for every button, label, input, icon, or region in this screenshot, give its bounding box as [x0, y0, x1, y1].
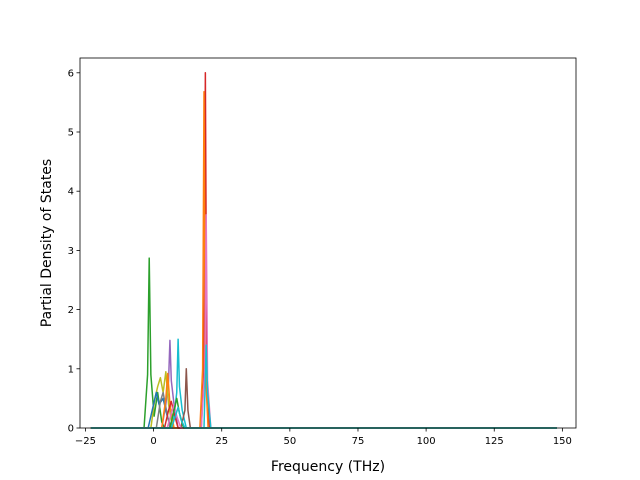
y-tick-label: 3 [68, 246, 74, 257]
plot-area [90, 72, 557, 429]
y-axis: 0 1 2 3 4 5 6 [68, 68, 80, 435]
x-tick-label: 125 [485, 436, 504, 447]
y-axis-label: Partial Density of States [39, 159, 55, 327]
x-axis: −25 0 25 50 75 100 125 150 [75, 428, 572, 447]
series-line-3 [90, 257, 557, 429]
series-line-0 [90, 72, 557, 429]
x-tick-label: 100 [417, 436, 436, 447]
x-axis-label: Frequency (THz) [271, 459, 385, 475]
x-tick-label: −25 [75, 436, 96, 447]
series-line-8 [90, 391, 557, 429]
y-tick-label: 0 [68, 424, 74, 435]
x-tick-label: 0 [150, 436, 156, 447]
y-tick-label: 6 [68, 68, 74, 79]
y-tick-label: 4 [68, 187, 74, 198]
plot-frame [79, 57, 577, 429]
x-tick-label: 50 [283, 436, 296, 447]
y-tick-label: 2 [68, 305, 74, 316]
series-line-2 [90, 214, 557, 429]
x-tick-label: 75 [352, 436, 365, 447]
y-tick-label: 5 [68, 128, 74, 139]
x-tick-label: 150 [553, 436, 572, 447]
x-tick-label: 25 [215, 436, 228, 447]
y-tick-label: 1 [68, 364, 74, 375]
